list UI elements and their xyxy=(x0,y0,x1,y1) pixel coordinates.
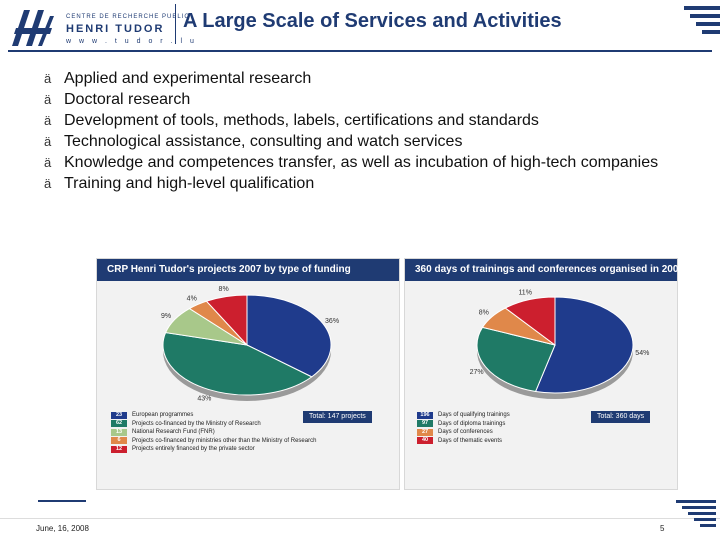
legend-label: Projects co-financed by the Ministry of … xyxy=(132,420,261,427)
funding-chart-panel: CRP Henri Tudor's projects 2007 by type … xyxy=(96,258,400,490)
legend-count: 23 xyxy=(111,411,127,419)
bullet-text: Doctoral research xyxy=(64,91,191,108)
bullet-item: ä Technological assistance, consulting an… xyxy=(44,131,688,152)
pie-slice-label: 8% xyxy=(479,309,489,316)
legend-count: 12 xyxy=(111,445,127,453)
pie-slice-label: 11% xyxy=(518,289,532,296)
bullet-arrow-icon: ä xyxy=(44,176,52,191)
pie-slice-label: 8% xyxy=(219,286,229,293)
legend-label: Days of diploma trainings xyxy=(438,420,506,427)
logo-line-2: HENRI TUDOR xyxy=(66,23,165,35)
bullet-arrow-icon: ä xyxy=(44,71,52,86)
legend-count: 6 xyxy=(111,437,127,445)
legend-row: 6 Projects co-financed by ministries othe… xyxy=(111,437,316,446)
pie-slice-label: 9% xyxy=(161,313,171,320)
logo-line-3: w w w . t u d o r . l u xyxy=(66,38,197,45)
pie-slice xyxy=(162,332,313,396)
pie-slice xyxy=(205,294,248,347)
bullet-text: Technological assistance, consulting and… xyxy=(64,133,463,150)
legend-row: 13 National Research Fund (FNR) xyxy=(111,428,316,437)
legend-row: 27 Days of conferences xyxy=(417,428,510,437)
training-pie-chart: 54% 27% 8% 11% xyxy=(470,289,649,399)
footer-divider xyxy=(0,518,720,519)
bullet-item: ä Knowledge and competences transfer, as … xyxy=(44,152,688,173)
bullet-text: Applied and experimental research xyxy=(64,70,312,87)
pie-slice-label: 4% xyxy=(187,295,197,302)
pie-slice xyxy=(504,296,556,346)
pie-slice-label: 27% xyxy=(470,369,484,376)
bullet-arrow-icon: ä xyxy=(44,155,52,170)
bullet-item: ä Applied and experimental research xyxy=(44,68,688,89)
legend-label: Projects co-financed by ministries other… xyxy=(132,437,317,444)
bullet-text: Development of tools, methods, labels, c… xyxy=(64,112,539,129)
bullet-arrow-icon: ä xyxy=(44,134,52,149)
legend-count: 97 xyxy=(417,420,433,428)
footer-accent-line xyxy=(38,500,86,502)
pie-slice-label: 43% xyxy=(197,396,211,403)
funding-chart-title: CRP Henri Tudor's projects 2007 by type … xyxy=(97,259,399,281)
legend-count: 196 xyxy=(417,411,433,419)
bullet-arrow-icon: ä xyxy=(44,113,52,128)
bullet-list: ä Applied and experimental research ä Doct… xyxy=(44,68,688,194)
legend-label: European programmes xyxy=(132,412,194,419)
legend-count: 40 xyxy=(417,437,433,445)
pie-slice xyxy=(534,296,634,394)
header-divider xyxy=(8,50,712,52)
pie-slice xyxy=(246,294,332,378)
bullet-text: Knowledge and competences transfer, as w… xyxy=(64,154,659,171)
funding-total: Total: 147 projects xyxy=(303,411,372,423)
legend-label: Projects entirely financed by the privat… xyxy=(132,446,255,453)
footer-stripes-decoration xyxy=(676,500,716,540)
legend-row: 23 European programmes xyxy=(111,411,316,420)
funding-pie-chart: 36% 43% 9% 4% 8% xyxy=(161,286,339,403)
bullet-item: ä Doctoral research xyxy=(44,89,688,110)
legend-label: Days of conferences xyxy=(438,429,493,436)
bullet-text: Training and high-level qualification xyxy=(64,175,315,192)
legend-row: 62 Projects co-financed by the Ministry o… xyxy=(111,420,316,429)
pie-slice-label: 36% xyxy=(325,318,339,325)
bullet-arrow-icon: ä xyxy=(44,92,52,107)
corner-stripes-decoration xyxy=(684,6,720,46)
slide-title: A Large Scale of Services and Activities xyxy=(183,10,562,32)
legend-label: National Research Fund (FNR) xyxy=(132,429,215,436)
title-rule xyxy=(175,4,176,44)
tudor-logo-icon xyxy=(8,6,56,50)
funding-legend: 23 European programmes 62 Projects co-finan… xyxy=(111,411,316,454)
tudor-logo: CENTRE DE RECHERCHE PUBLIC HENRI TUDOR w… xyxy=(8,6,194,50)
legend-row: 40 Days of thematic events xyxy=(417,437,510,446)
pie-slice-label: 54% xyxy=(635,350,649,357)
bullet-item: ä Development of tools, methods, labels, … xyxy=(44,110,688,131)
legend-label: Days of qualifying trainings xyxy=(438,412,510,419)
pie-slice xyxy=(476,326,556,393)
legend-row: 97 Days of diploma trainings xyxy=(417,420,510,429)
footer-date: June, 16, 2008 xyxy=(36,524,89,533)
legend-count: 13 xyxy=(111,428,127,436)
training-legend: 196 Days of qualifying trainings 97 Days of… xyxy=(417,411,510,445)
legend-row: 12 Projects entirely financed by the priv… xyxy=(111,445,316,454)
training-total: Total: 360 days xyxy=(591,411,651,423)
legend-row: 196 Days of qualifying trainings xyxy=(417,411,510,420)
logo-line-1: CENTRE DE RECHERCHE PUBLIC xyxy=(66,14,190,20)
training-chart-panel: 360 days of trainings and conferences or… xyxy=(404,258,684,490)
legend-label: Days of thematic events xyxy=(438,437,503,444)
page-number: 5 xyxy=(660,524,665,533)
bullet-item: ä Training and high-level qualification xyxy=(44,173,688,194)
training-chart-title: 360 days of trainings and conferences or… xyxy=(405,259,684,281)
legend-count: 27 xyxy=(417,428,433,436)
legend-count: 62 xyxy=(111,420,127,428)
